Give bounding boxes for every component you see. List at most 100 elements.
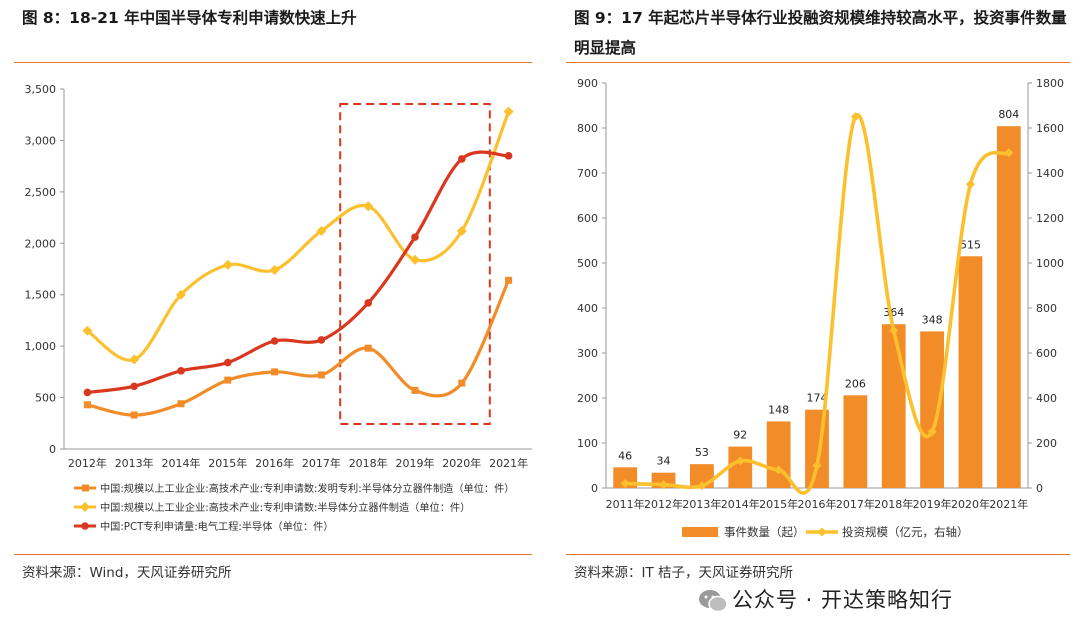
left-x-tick-label: 2021年	[489, 456, 528, 470]
watermark-text: 公众号 · 开达策略知行	[732, 588, 954, 612]
left-y-tick-label: 1,500	[25, 289, 57, 302]
right-bar-data-label: 515	[960, 238, 981, 251]
left-series-marker	[130, 382, 138, 391]
right-right-y-tick-label: 1200	[1036, 212, 1064, 225]
left-series-marker	[177, 367, 185, 375]
right-right-y-tick-label: 400	[1036, 392, 1057, 405]
right-source-note: 资料来源：IT 桔子，天风证券研究所	[574, 565, 794, 581]
right-x-tick-label: 2012年	[644, 497, 683, 511]
right-x-tick-label: 2019年	[913, 497, 952, 511]
left-legend-marker	[80, 502, 90, 512]
right-bar-data-label: 364	[883, 306, 904, 319]
right-bar	[805, 409, 829, 488]
right-right-y-tick-label: 1400	[1036, 167, 1064, 180]
right-x-tick-label: 2021年	[989, 497, 1028, 511]
right-left-y-tick-label: 200	[577, 392, 598, 405]
left-y-tick-label: 3,500	[25, 83, 57, 96]
right-right-y-tick-label: 1800	[1036, 77, 1064, 90]
right-x-tick-label: 2018年	[874, 497, 913, 511]
left-x-tick-label: 2014年	[162, 456, 201, 470]
right-left-y-tick-label: 300	[577, 347, 598, 360]
right-investment-line	[625, 113, 1010, 495]
right-figure-title-line1: 图 9：17 年起芯片半导体行业投融资规模维持较高水平，投资事件数量	[574, 9, 1067, 27]
right-x-tick-label: 2013年	[682, 497, 721, 511]
right-investment-marker	[774, 465, 784, 475]
right-title-rule	[566, 62, 1070, 63]
right-investment-marker	[697, 481, 707, 491]
right-left-y-tick-label: 900	[577, 77, 598, 90]
left-legend-marker	[82, 484, 89, 492]
right-investment-marker	[850, 112, 860, 122]
right-x-tick-label: 2011年	[606, 497, 645, 511]
right-investment-marker	[1004, 148, 1014, 158]
wechat-icon	[699, 590, 728, 613]
right-bar-data-label: 206	[845, 377, 866, 390]
left-series-marker	[411, 233, 419, 241]
left-x-tick-label: 2016年	[255, 456, 294, 470]
right-left-y-tick-label: 0	[591, 482, 598, 495]
right-bar-line-chart: 0 100 200 300 400 500 600 700 800 900 0 200 400 600 80…	[577, 77, 1064, 539]
right-left-y-tick-label: 800	[577, 122, 598, 135]
right-x-tick-label: 2014年	[721, 497, 760, 511]
left-legend-label: 中国:规模以上工业企业:高技术产业:专利申请数:半导体分立器件制造（单位：件）	[100, 501, 470, 514]
left-y-tick-label: 500	[35, 392, 56, 405]
left-series-marker	[505, 276, 513, 284]
left-series-marker	[270, 337, 279, 345]
left-series-marker	[271, 368, 279, 376]
left-y-tick-label: 0	[49, 443, 56, 456]
right-investment-marker	[659, 480, 669, 490]
right-investment-marker	[889, 326, 899, 335]
left-series-marker	[269, 265, 280, 276]
left-source-note: 资料来源：Wind，天风证券研究所	[22, 565, 232, 581]
left-x-tick-label: 2017年	[302, 456, 341, 470]
right-bar-data-label: 148	[768, 403, 789, 416]
right-bar	[996, 126, 1021, 488]
left-figure-panel: 图 8：18-21 年中国半导体专利申请数快速上升 0 500 1,000 1,500…	[14, 9, 532, 581]
left-legend-label: 中国:PCT专利申请量:电气工程:半导体（单位：件）	[100, 520, 334, 533]
right-figure-title-line2: 明显提高	[574, 39, 637, 57]
left-series-line	[86, 111, 511, 362]
left-series-marker	[129, 354, 140, 365]
left-y-tick-label: 2,000	[25, 237, 57, 250]
left-legend-marker	[81, 522, 89, 530]
right-bar	[958, 256, 983, 488]
right-right-y-tick-label: 1000	[1036, 257, 1064, 270]
right-right-y-tick-label: 800	[1036, 302, 1057, 315]
left-series-marker	[410, 254, 420, 265]
left-series-marker	[83, 401, 91, 409]
left-series-marker	[458, 155, 466, 163]
left-series-marker	[317, 336, 326, 344]
right-bar-data-label: 46	[618, 449, 632, 462]
right-bar-data-label: 34	[657, 455, 671, 468]
right-x-tick-label: 2016年	[798, 497, 837, 511]
left-y-tick-label: 1,000	[25, 340, 57, 353]
right-legend-line-label: 投资规模（亿元，右轴）	[842, 525, 969, 539]
left-series-marker	[222, 259, 233, 270]
right-investment-marker	[927, 427, 937, 437]
left-source-rule	[14, 554, 532, 555]
right-x-tick-label: 2015年	[759, 497, 798, 511]
left-y-tick-label: 3,000	[25, 134, 57, 147]
right-left-y-tick-label: 600	[577, 212, 598, 225]
left-series-marker	[503, 106, 514, 117]
left-series-marker	[363, 201, 374, 212]
right-bar-data-label: 53	[695, 446, 709, 459]
right-right-y-tick-label: 1600	[1036, 122, 1064, 135]
right-legend-bar-swatch	[682, 527, 718, 537]
left-series-marker	[83, 388, 92, 397]
right-legend-bar-label: 事件数量（起）	[724, 525, 805, 539]
right-investment-marker	[735, 456, 745, 466]
right-bar	[881, 324, 906, 488]
right-bar-data-label: 348	[922, 313, 943, 326]
left-series-marker	[177, 400, 185, 408]
right-bar	[843, 395, 868, 488]
left-x-tick-label: 2018年	[349, 456, 388, 470]
right-figure-panel: 图 9：17 年起芯片半导体行业投融资规模维持较高水平，投资事件数量 明显提高 …	[540, 0, 1080, 644]
left-x-tick-label: 2015年	[208, 456, 247, 470]
right-left-y-tick-label: 500	[577, 257, 598, 270]
left-x-tick-label: 2012年	[68, 456, 107, 470]
left-series-marker	[224, 358, 232, 367]
right-left-y-tick-label: 400	[577, 302, 598, 315]
right-investment-marker	[965, 179, 975, 189]
left-line-chart: 0 500 1,000 1,500 2,000 2,500 3,000 3,500 2012年 2…	[25, 83, 532, 533]
